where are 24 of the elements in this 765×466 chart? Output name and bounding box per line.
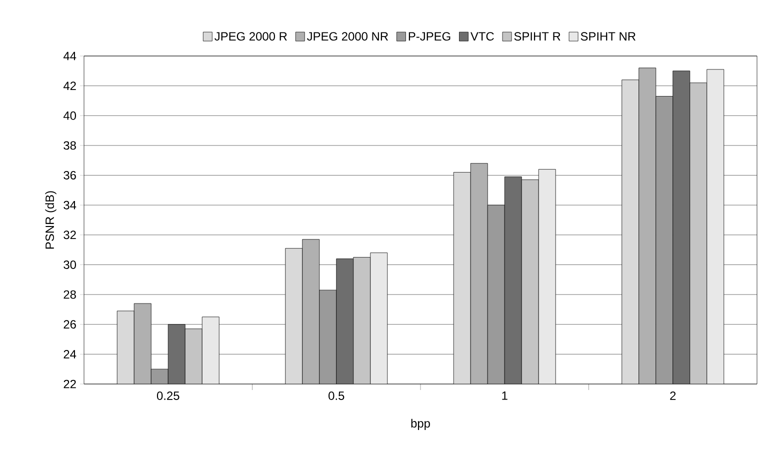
- y-axis-title: PSNR (dB): [45, 191, 56, 249]
- x-tick-label: 1: [502, 392, 508, 400]
- legend-label: VTC: [470, 32, 494, 41]
- y-tick-label: 40: [63, 111, 76, 120]
- x-tick-label: 0.5: [328, 392, 344, 400]
- y-tick-label: 34: [64, 200, 76, 210]
- y-tick-label: 44: [63, 52, 76, 60]
- legend-label: SPIHT NR: [580, 32, 636, 41]
- y-tick-label: 32: [64, 230, 76, 240]
- y-tick-label: 24: [64, 350, 76, 358]
- y-tick-label: 30: [64, 260, 76, 269]
- x-axis-title: bpp: [411, 418, 430, 430]
- x-tick-label: 2: [670, 392, 676, 400]
- y-tick-label: 38: [64, 141, 76, 150]
- legend-label: JPEG 2000 NR: [307, 32, 388, 41]
- y-tick-label: 36: [64, 171, 76, 180]
- x-tick-label: 0.25: [156, 392, 180, 400]
- legend-label: SPIHT R: [514, 32, 560, 41]
- y-tick-label: 22: [64, 380, 76, 388]
- y-tick-label: 28: [64, 290, 76, 299]
- legend-label: P-JPEG: [408, 32, 450, 41]
- legend-label: JPEG 2000 R: [214, 32, 287, 41]
- y-tick-label: 42: [63, 82, 76, 90]
- y-tick-label: 26: [64, 320, 76, 329]
